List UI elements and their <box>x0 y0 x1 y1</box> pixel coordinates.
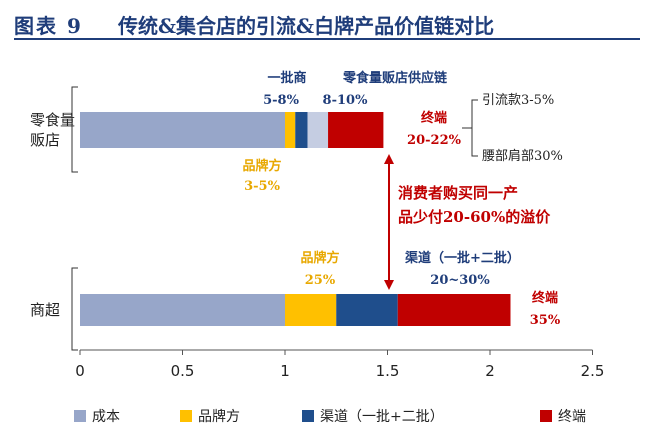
bar-segment <box>295 112 308 148</box>
bar-segment <box>336 294 398 326</box>
category-label: 零食量 <box>30 111 75 129</box>
label-first-batch-range: 5-8% <box>263 93 299 108</box>
legend-label: 品牌方 <box>198 408 240 425</box>
bar-segment <box>397 294 511 326</box>
x-tick-label: 1.5 <box>376 362 400 380</box>
bar-segment <box>285 294 337 326</box>
label-market-brand-range: 25% <box>305 273 336 288</box>
legend-label: 渠道（一批+二批） <box>320 409 444 425</box>
label-market-terminal-range: 35% <box>530 313 561 328</box>
category-label: 贩店 <box>30 131 60 149</box>
label-market-channel-range: 20~30% <box>430 273 490 288</box>
premium-arrow-head-up <box>384 154 394 164</box>
legend-label: 成本 <box>92 409 120 425</box>
label-market-brand: 品牌方 <box>300 250 339 266</box>
label-waist-product: 腰部肩部30% <box>482 148 563 164</box>
label-supply-chain: 零食量贩店供应链 <box>342 70 448 86</box>
x-tick-label: 1 <box>280 362 290 380</box>
label-brand: 品牌方 <box>242 158 281 174</box>
legend-swatch <box>74 410 86 422</box>
legend-swatch <box>302 410 314 422</box>
label-traffic-product: 引流款3-5% <box>482 93 554 108</box>
legend-swatch <box>540 410 552 422</box>
label-terminal: 终端 <box>421 110 447 126</box>
category-label: 商超 <box>30 301 60 319</box>
x-tick-label: 2.5 <box>581 362 605 380</box>
split-bracket <box>471 99 478 157</box>
premium-note-line1: 消费者购买同一产 <box>398 184 518 202</box>
x-tick-label: 0.5 <box>171 362 195 380</box>
bar-segment <box>80 294 285 326</box>
premium-arrow-head-down <box>384 280 394 290</box>
label-terminal-range: 20-22% <box>407 133 462 148</box>
label-market-channel: 渠道（一批+二批） <box>404 250 520 266</box>
premium-note-line2: 品少付20-60%的溢价 <box>398 208 551 226</box>
bar-segment <box>285 112 296 148</box>
legend-swatch <box>180 410 192 422</box>
category-bracket <box>71 267 78 351</box>
x-tick-label: 2 <box>485 362 495 380</box>
legend-label: 终端 <box>558 409 586 425</box>
label-supply-chain-range: 8-10% <box>323 93 369 108</box>
figure-number: 图表 9 <box>14 14 83 38</box>
label-first-batch: 一批商 <box>267 70 306 86</box>
label-brand-range: 3-5% <box>244 179 280 194</box>
figure-title-bar: 图表 9 传统&集合店的引流&白牌产品价值链对比 <box>14 8 640 40</box>
label-market-terminal: 终端 <box>532 290 558 306</box>
x-tick-label: 0 <box>75 362 85 380</box>
category-bracket <box>71 86 78 173</box>
bar-segment <box>80 112 285 148</box>
bar-segment <box>307 112 329 148</box>
figure-title: 传统&集合店的引流&白牌产品价值链对比 <box>118 14 495 38</box>
bar-segment <box>328 112 384 148</box>
